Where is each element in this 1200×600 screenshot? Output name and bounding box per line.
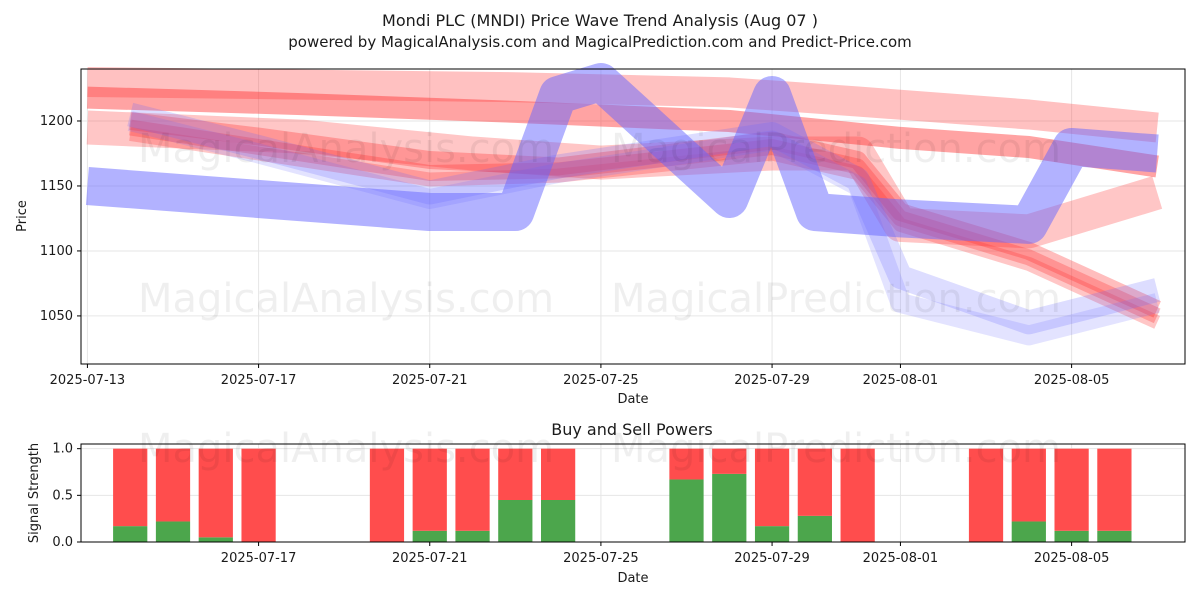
buy-bar — [541, 500, 576, 542]
buy-bar — [754, 526, 790, 542]
sell-bar — [712, 448, 747, 474]
sell-bar — [1011, 448, 1046, 522]
watermark-analysis: MagicalAnalysis.com — [138, 126, 554, 172]
price-panel: MagicalAnalysis.com MagicalPrediction.co… — [15, 63, 1186, 407]
signal-x-tick-label: 2025-08-05 — [1034, 551, 1110, 566]
signal-y-tick-label: 0.5 — [52, 488, 73, 503]
price-wave-band — [129, 127, 1161, 329]
signal-ticks: 2025-07-17 2025-07-21 2025-07-25 2025-07-29… — [52, 442, 1109, 566]
price-x-tick-label: 2025-07-17 — [221, 373, 297, 388]
signal-x-tick-label: 2025-07-17 — [221, 551, 297, 566]
sell-bar — [455, 448, 490, 531]
signal-x-tick-label: 2025-07-29 — [734, 551, 810, 566]
sell-bar — [669, 448, 704, 480]
sell-bar — [369, 448, 405, 542]
sell-bar — [797, 448, 832, 516]
chart-title: Mondi PLC (MNDI) Price Wave Trend Analys… — [382, 11, 818, 30]
price-wave-band — [85, 63, 1159, 244]
price-ticks: 2025-07-13 2025-07-17 2025-07-21 2025-07-25… — [40, 114, 1109, 388]
price-x-tick-label: 2025-08-05 — [1034, 373, 1110, 388]
watermark-prediction: MagicalPrediction.com — [611, 426, 1061, 472]
sell-bar — [840, 448, 875, 542]
buy-bar — [1097, 530, 1132, 542]
buy-bar — [712, 473, 747, 542]
sell-bar — [541, 448, 576, 500]
watermark-analysis: MagicalAnalysis.com — [138, 426, 554, 472]
signal-plot-frame — [80, 443, 1186, 543]
price-wave-band — [87, 67, 1159, 143]
price-y-tick-label: 1050 — [40, 309, 73, 324]
watermark-prediction: MagicalPrediction.com — [611, 126, 1061, 172]
buy-bar — [412, 530, 447, 542]
buy-bar — [498, 500, 533, 542]
buy-bar — [1054, 530, 1089, 542]
signal-x-tick-label: 2025-08-01 — [863, 551, 939, 566]
buy-bar — [113, 526, 148, 542]
signal-panel: Buy and Sell Powers MagicalAnalysis.com … — [27, 420, 1186, 586]
buy-bar — [669, 479, 704, 542]
watermark-prediction: MagicalPrediction.com — [611, 276, 1061, 322]
signal-x-tick-label: 2025-07-21 — [392, 551, 468, 566]
sell-bar — [155, 448, 191, 522]
price-plot-frame — [80, 68, 1186, 365]
sell-bar — [1054, 448, 1089, 531]
sell-bar — [968, 448, 1004, 542]
price-y-axis-label: Price — [15, 200, 30, 232]
price-x-axis-label: Date — [617, 392, 648, 407]
price-wave-bands — [85, 63, 1163, 346]
price-x-tick-label: 2025-07-29 — [734, 373, 810, 388]
sell-bar — [198, 448, 233, 538]
sell-bar — [412, 448, 447, 531]
price-wave-band — [87, 86, 1159, 178]
price-x-tick-label: 2025-07-21 — [392, 373, 468, 388]
buy-bar — [155, 521, 191, 542]
price-x-tick-label: 2025-07-13 — [50, 373, 126, 388]
signal-panel-title: Buy and Sell Powers — [551, 420, 713, 439]
watermark-analysis: MagicalAnalysis.com — [138, 276, 554, 322]
signal-x-tick-label: 2025-07-25 — [563, 551, 639, 566]
signal-bars — [113, 448, 1132, 542]
price-wave-band — [127, 111, 1160, 346]
price-y-tick-label: 1100 — [40, 244, 73, 259]
sell-bar — [498, 448, 533, 500]
buy-bar — [455, 530, 490, 542]
buy-bar — [198, 537, 233, 542]
buy-bar — [1011, 521, 1046, 542]
signal-y-tick-label: 0.0 — [52, 535, 73, 550]
signal-y-axis-label: Signal Strength — [27, 443, 42, 543]
price-x-tick-label: 2025-07-25 — [563, 373, 639, 388]
price-y-tick-label: 1150 — [40, 179, 73, 194]
price-x-tick-label: 2025-08-01 — [863, 373, 939, 388]
price-wave-band — [127, 102, 1161, 335]
signal-y-tick-label: 1.0 — [52, 442, 73, 457]
signal-x-axis-label: Date — [617, 571, 648, 586]
sell-bar — [113, 448, 148, 527]
sell-bar — [754, 448, 790, 527]
buy-bar — [797, 515, 832, 542]
sell-bar — [241, 448, 276, 542]
chart-subtitle: powered by MagicalAnalysis.com and Magic… — [288, 33, 912, 51]
price-y-tick-label: 1200 — [40, 114, 73, 129]
sell-bar — [1097, 448, 1132, 531]
